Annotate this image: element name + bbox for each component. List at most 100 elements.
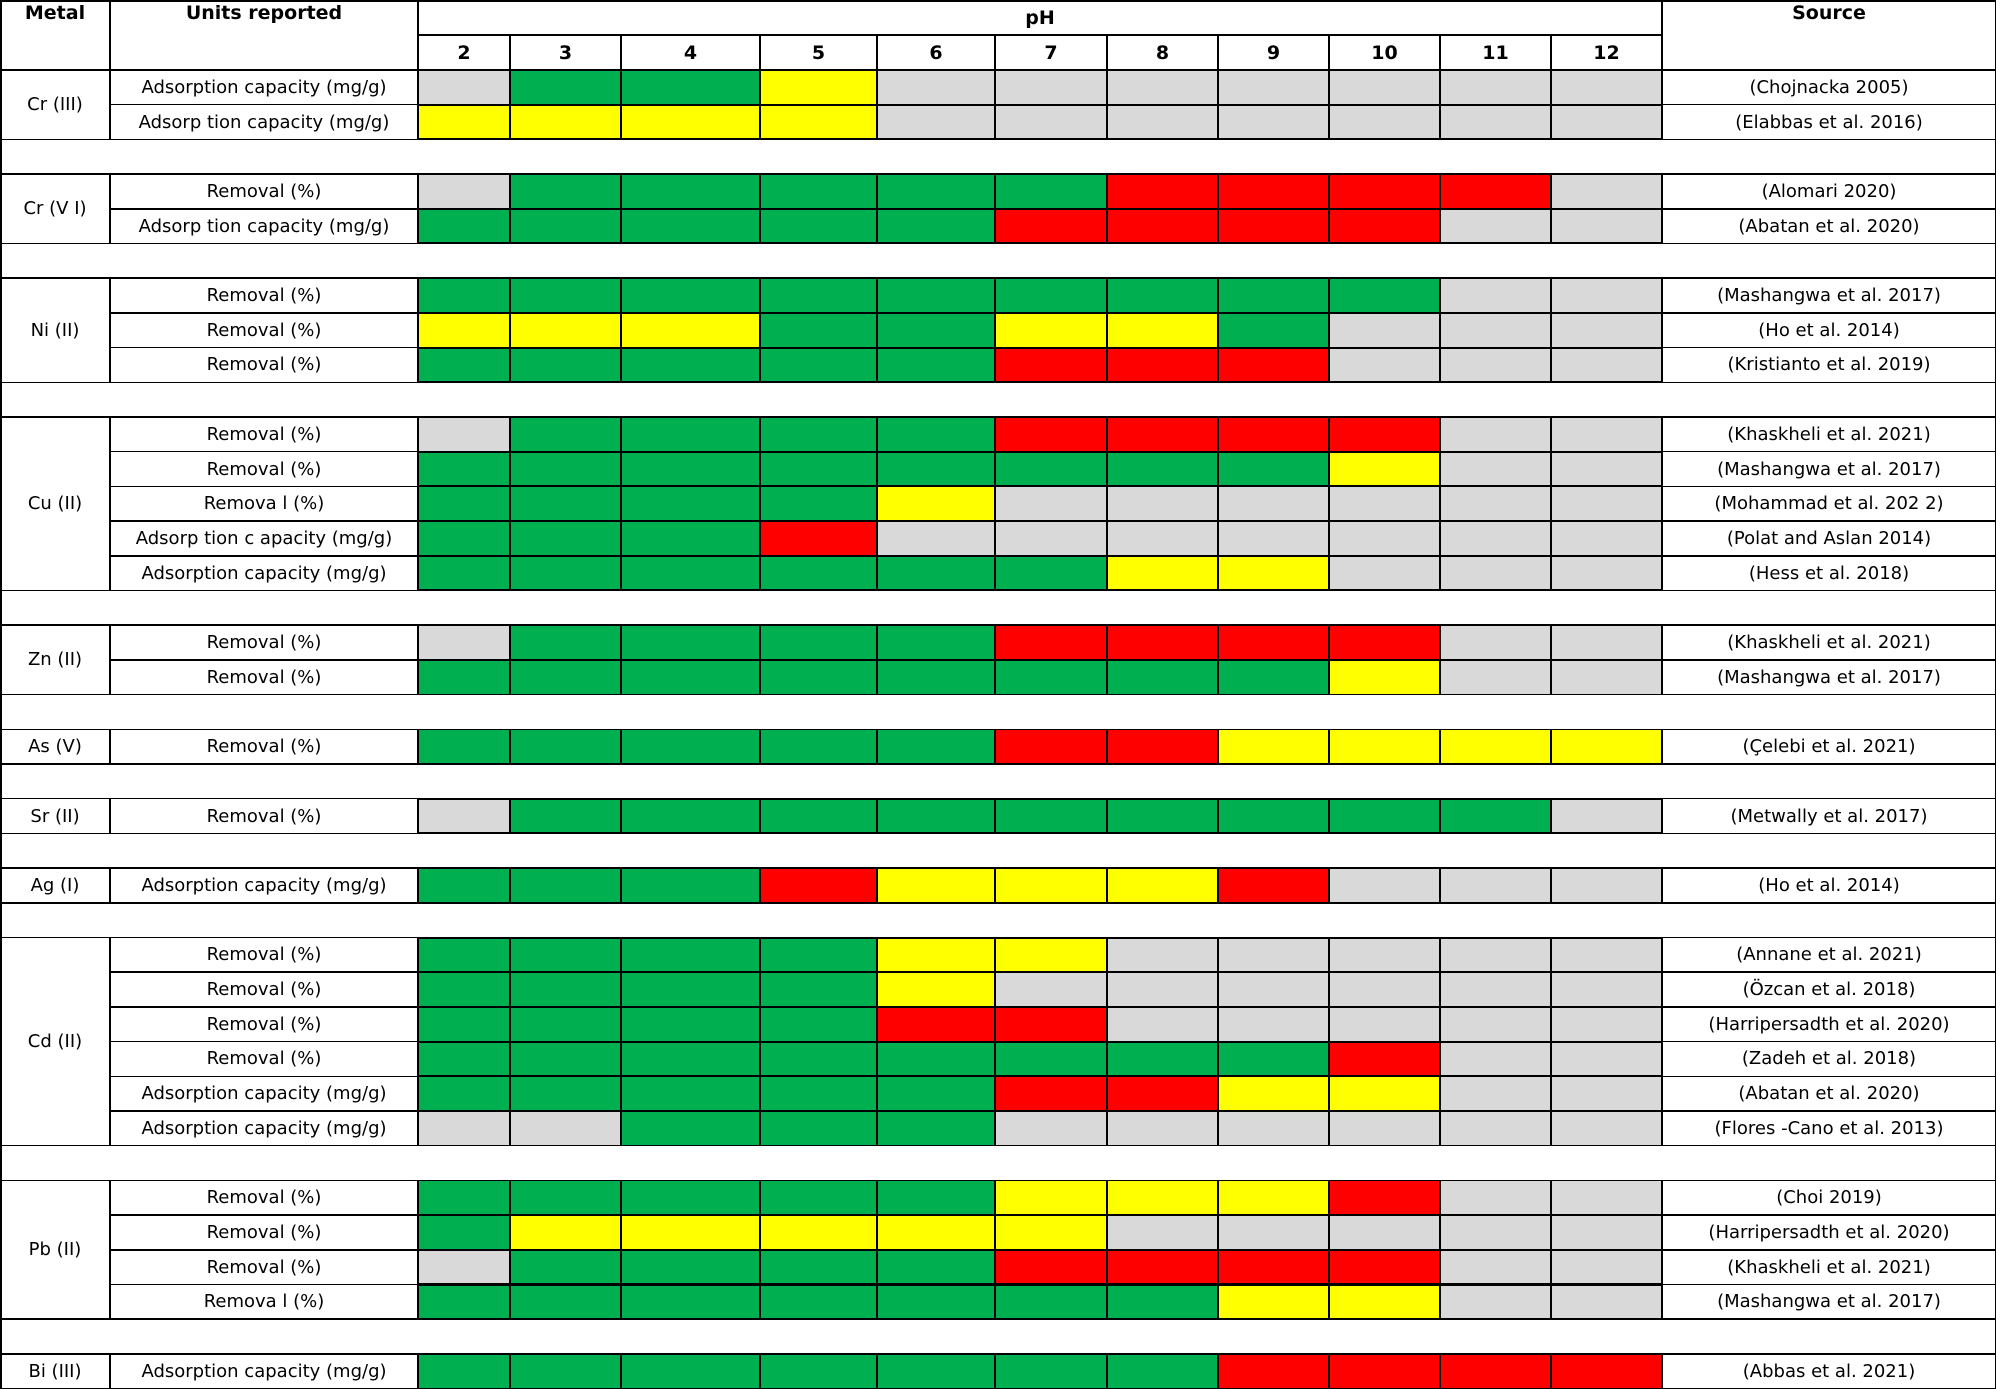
metal-header: Metal (0, 0, 110, 30)
metal-cell: Cu (II) (0, 417, 110, 591)
grid-line (1661, 278, 1663, 382)
ph-swatch (760, 348, 877, 383)
grid-line (109, 1180, 111, 1319)
ph-swatch (1107, 278, 1218, 313)
ph-swatch (877, 1007, 995, 1042)
ph-swatch (1551, 1180, 1662, 1215)
units-cell: Removal (%) (110, 625, 418, 660)
ph-swatch (995, 174, 1107, 209)
ph-swatch (760, 278, 877, 313)
ph-swatch (1107, 1180, 1218, 1215)
ph-swatch (1440, 486, 1551, 521)
source-cell: (Mohammad et al. 202 2) (1662, 486, 1996, 521)
ph-swatch (877, 313, 995, 348)
ph-swatch (1218, 1111, 1329, 1146)
metal-cell: As (V) (0, 729, 110, 764)
ph-swatch (760, 1007, 877, 1042)
source-cell: (Harripersadth et al. 2020) (1662, 1215, 1996, 1250)
metal-cell: Sr (II) (0, 799, 110, 834)
ph-swatch (760, 486, 877, 521)
grid-line (109, 70, 111, 139)
ph-swatch (1551, 486, 1662, 521)
ph-swatch (760, 417, 877, 452)
ph-swatch (1218, 105, 1329, 140)
ph-swatch (1440, 348, 1551, 383)
ph-swatch (1329, 1250, 1440, 1285)
ph-swatch (621, 70, 760, 105)
ph-swatch (1107, 1250, 1218, 1285)
ph-swatch (1107, 70, 1218, 105)
ph-swatch (995, 556, 1107, 591)
units-cell: Adsorption capacity (mg/g) (110, 868, 418, 903)
ph-swatch (510, 70, 621, 105)
units-cell: Removal (%) (110, 799, 418, 834)
grid-line (876, 35, 878, 70)
source-header: Source (1662, 0, 1996, 30)
ph-swatch (510, 1042, 621, 1077)
ph-swatch (1440, 729, 1551, 764)
ph-swatch (1329, 313, 1440, 348)
ph-swatch (1329, 486, 1440, 521)
units-cell: Adsorption capacity (mg/g) (110, 1354, 418, 1389)
ph-swatch (1218, 660, 1329, 695)
metal-cell: Zn (II) (0, 625, 110, 694)
ph-swatch (1107, 938, 1218, 973)
ph-swatch (1440, 70, 1551, 105)
ph-swatch (510, 972, 621, 1007)
ph-swatch (877, 521, 995, 556)
ph-swatch (1218, 1250, 1329, 1285)
ph-swatch (1218, 1215, 1329, 1250)
grid-line (417, 799, 419, 834)
ph-swatch (1107, 417, 1218, 452)
ph-swatch (760, 1076, 877, 1111)
units-cell: Removal (%) (110, 278, 418, 313)
grid-line (759, 35, 761, 70)
ph-swatch (1107, 1111, 1218, 1146)
ph-swatch (1218, 1007, 1329, 1042)
ph-swatch (1329, 799, 1440, 834)
units-cell: Adsorption capacity (mg/g) (110, 1111, 418, 1146)
ph-swatch (1329, 1354, 1440, 1389)
ph-swatch (877, 1354, 995, 1389)
ph-swatch (877, 1111, 995, 1146)
ph-swatch (621, 174, 760, 209)
ph-swatch (1551, 660, 1662, 695)
ph-swatch (621, 278, 760, 313)
ph-swatch (1551, 417, 1662, 452)
ph-swatch (1551, 1076, 1662, 1111)
ph-swatch (760, 521, 877, 556)
ph-swatch (995, 1007, 1107, 1042)
ph-swatch (621, 1042, 760, 1077)
ph-swatch (1440, 556, 1551, 591)
grid-line (1661, 625, 1663, 694)
ph-swatch (621, 209, 760, 244)
ph-swatch (1329, 972, 1440, 1007)
ph-swatch (877, 556, 995, 591)
metal-cell: Cr (V I) (0, 174, 110, 243)
ph-swatch (877, 105, 995, 140)
source-cell: (Zadeh et al. 2018) (1662, 1042, 1996, 1077)
ph-swatch (1440, 209, 1551, 244)
units-cell: Removal (%) (110, 1250, 418, 1285)
units-cell: Remova l (%) (110, 1285, 418, 1320)
ph-swatch (621, 1354, 760, 1389)
ph-swatch (1329, 348, 1440, 383)
grid-line (0, 243, 1996, 245)
grid-line (1106, 35, 1108, 70)
ph-swatch (995, 799, 1107, 834)
source-cell: (Polat and Aslan 2014) (1662, 521, 1996, 556)
ph-swatch (1218, 1076, 1329, 1111)
ph-swatch (510, 348, 621, 383)
ph-swatch (1218, 348, 1329, 383)
ph-swatch (995, 417, 1107, 452)
ph-swatch (621, 938, 760, 973)
ph-swatch (621, 625, 760, 660)
ph-swatch (1107, 521, 1218, 556)
ph-swatch (1551, 972, 1662, 1007)
ph-swatch (1107, 729, 1218, 764)
ph-swatch (1551, 868, 1662, 903)
ph-swatch (1551, 452, 1662, 487)
ph-swatch (1218, 313, 1329, 348)
ph-swatch (1551, 348, 1662, 383)
ph-swatch (1107, 313, 1218, 348)
